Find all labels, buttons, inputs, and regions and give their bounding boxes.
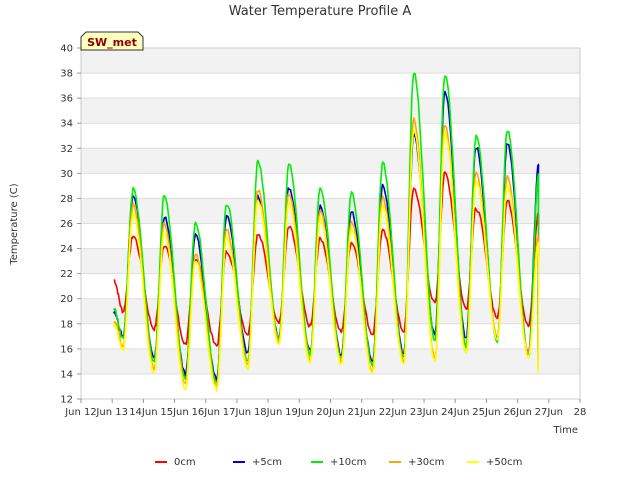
y-tick-label: 12 — [60, 395, 73, 406]
y-tick-label: 14 — [60, 369, 73, 380]
legend-label: 0cm — [174, 457, 196, 468]
grid-band — [81, 148, 580, 174]
x-tick-label: 28 — [574, 407, 587, 418]
y-tick-label: 30 — [60, 169, 73, 180]
y-tick-label: 22 — [60, 269, 73, 280]
grid-band — [81, 48, 580, 74]
y-axis: 12 14 16 18 20 22 24 26 28 30 32 34 36 38 40 — [60, 44, 81, 406]
series-layer — [112, 72, 540, 392]
legend-label: +50cm — [486, 457, 522, 468]
x-tick-label: Jun 12 — [64, 407, 97, 418]
x-tick-label: 20Jun — [316, 407, 344, 418]
badge-label: SW_met — [87, 36, 137, 49]
grid-band — [81, 223, 580, 249]
y-tick-label: 16 — [60, 344, 73, 355]
x-axis-label: Time — [553, 425, 578, 436]
x-tick-label: 17Jun — [223, 407, 251, 418]
y-tick-label: 28 — [60, 194, 73, 205]
grid-band — [81, 73, 580, 99]
grid-band — [81, 98, 580, 124]
y-tick-label: 40 — [60, 44, 73, 55]
legend: 0cm +5cm +10cm +30cm +50cm — [155, 457, 522, 468]
grid-band — [81, 173, 580, 199]
chart-title: Water Temperature Profile A — [229, 4, 412, 19]
x-tick-label: Jun 13 — [95, 407, 128, 418]
x-tick-label: 25Jun — [472, 407, 500, 418]
x-tick-label: 15Jun — [160, 407, 188, 418]
grid-band — [81, 373, 580, 399]
x-tick-label: 21Jun — [348, 407, 376, 418]
x-tick-label: 22Jun — [379, 407, 407, 418]
sw-met-badge: SW_met — [80, 31, 144, 51]
legend-label: +30cm — [408, 457, 444, 468]
x-tick-label: 26Jun — [503, 407, 531, 418]
x-tick-label: 24Jun — [441, 407, 469, 418]
y-tick-label: 24 — [60, 244, 73, 255]
y-tick-label: 36 — [60, 94, 73, 105]
legend-label: +5cm — [252, 457, 282, 468]
grid-band — [81, 298, 580, 324]
grid-band — [81, 123, 580, 149]
x-tick-label: 14Jun — [129, 407, 157, 418]
y-tick-label: 20 — [60, 294, 73, 305]
y-tick-label: 38 — [60, 69, 73, 80]
x-tick-label: 23Jun — [410, 407, 438, 418]
x-tick-label: 19Jun — [285, 407, 313, 418]
y-tick-label: 26 — [60, 219, 73, 230]
grid-band — [81, 348, 580, 374]
y-tick-label: 18 — [60, 319, 73, 330]
legend-label: +10cm — [330, 457, 366, 468]
x-tick-label: 16Jun — [192, 407, 220, 418]
series-line-+50cm — [112, 129, 540, 392]
x-tick-label: 18Jun — [254, 407, 282, 418]
y-tick-label: 32 — [60, 144, 73, 155]
x-axis: Jun 12 Jun 13 14Jun 15Jun 16Jun 17Jun 18Jun 19J… — [64, 399, 586, 418]
y-axis-label: Temperature (C) — [9, 183, 20, 265]
x-tick-label: 27Jun — [535, 407, 563, 418]
y-tick-label: 34 — [60, 119, 73, 130]
badge-box — [80, 31, 144, 51]
grid-band — [81, 323, 580, 349]
